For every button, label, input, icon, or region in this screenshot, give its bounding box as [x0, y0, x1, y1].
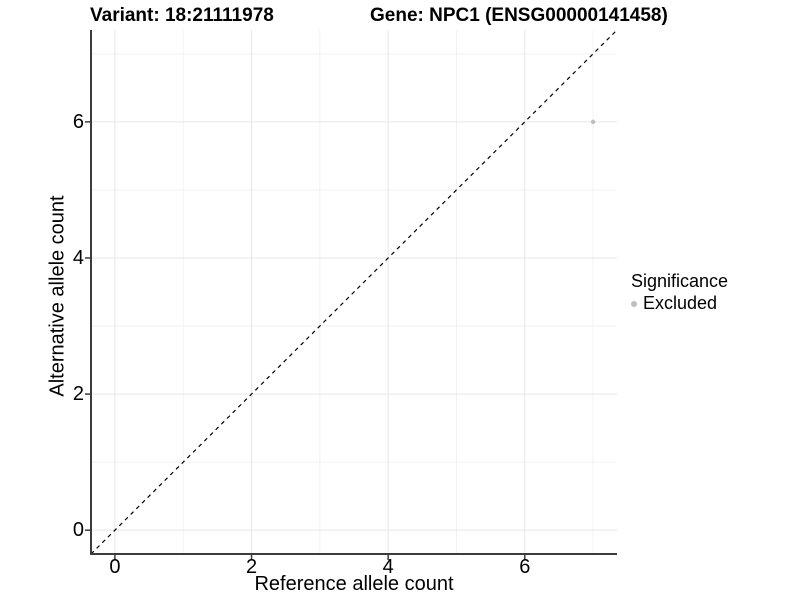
variant-title: Variant: 18:21111978	[90, 5, 274, 26]
x-tick-label: 6	[519, 556, 531, 578]
y-tick-label: 0	[72, 519, 84, 542]
gene-title: Gene: NPC1 (ENSG00000141458)	[370, 5, 668, 26]
y-tick-label: 2	[72, 383, 84, 406]
x-tick-label: 4	[382, 556, 394, 578]
legend: Significance Excluded	[631, 271, 728, 314]
legend-title: Significance	[631, 271, 729, 291]
legend-item-excluded: Excluded	[631, 293, 728, 314]
x-tick-label: 0	[109, 556, 121, 578]
y-tick-label: 6	[72, 110, 84, 133]
y-axis-title: Alternative allele count	[46, 195, 69, 397]
x-tick-label: 2	[245, 556, 258, 578]
y-tick-label: 4	[72, 246, 84, 269]
legend-item-label: Excluded	[643, 293, 718, 313]
data-point	[590, 119, 596, 125]
x-axis-title: Reference allele count	[254, 573, 454, 595]
legend-point-icon	[631, 300, 637, 307]
identity-line	[90, 29, 618, 555]
